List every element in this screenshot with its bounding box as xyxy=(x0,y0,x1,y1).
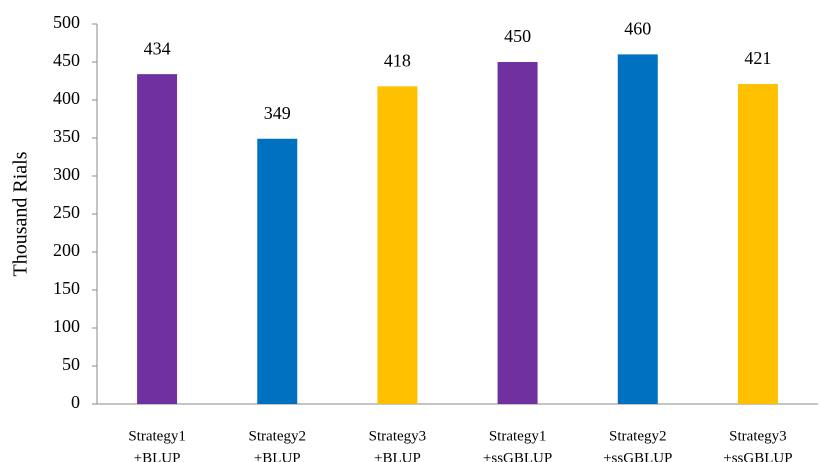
y-axis-label: Thousand Rials xyxy=(10,151,32,276)
bar xyxy=(257,138,298,404)
bar xyxy=(137,74,178,404)
x-tick-label: +ssGBLUP xyxy=(603,450,672,462)
y-tick-label: 500 xyxy=(53,12,80,32)
bar xyxy=(737,84,778,404)
y-tick-label: 300 xyxy=(53,164,80,184)
y-tick-label: 250 xyxy=(53,202,80,222)
data-label: 450 xyxy=(504,26,531,46)
y-tick-label: 150 xyxy=(53,278,80,298)
x-tick-label: Strategy2 xyxy=(249,428,307,444)
x-tick-label: +ssGBLUP xyxy=(723,450,792,462)
y-tick-label: 0 xyxy=(71,392,80,412)
bar xyxy=(497,62,538,404)
y-tick-label: 400 xyxy=(53,88,80,108)
data-label: 460 xyxy=(624,19,651,39)
bar xyxy=(377,86,418,404)
x-tick-label: +BLUP xyxy=(134,450,181,462)
y-tick-label: 350 xyxy=(53,126,80,146)
x-tick-label: +ssGBLUP xyxy=(483,450,552,462)
y-tick-label: 100 xyxy=(53,316,80,336)
y-tick-label: 450 xyxy=(53,50,80,70)
data-label: 418 xyxy=(384,50,411,70)
x-tick-label: Strategy2 xyxy=(609,428,667,444)
data-label: 421 xyxy=(744,48,771,68)
y-tick-label: 50 xyxy=(62,354,80,374)
x-tick-label: +BLUP xyxy=(254,450,301,462)
data-label: 349 xyxy=(264,103,291,123)
x-tick-label: Strategy3 xyxy=(729,428,787,444)
x-tick-label: Strategy1 xyxy=(128,428,186,444)
x-tick-label: Strategy1 xyxy=(489,428,547,444)
x-tick-label: Strategy3 xyxy=(369,428,427,444)
data-label: 434 xyxy=(144,38,171,58)
y-tick-label: 200 xyxy=(53,240,80,260)
x-tick-label: +BLUP xyxy=(374,450,421,462)
bar xyxy=(617,54,658,405)
